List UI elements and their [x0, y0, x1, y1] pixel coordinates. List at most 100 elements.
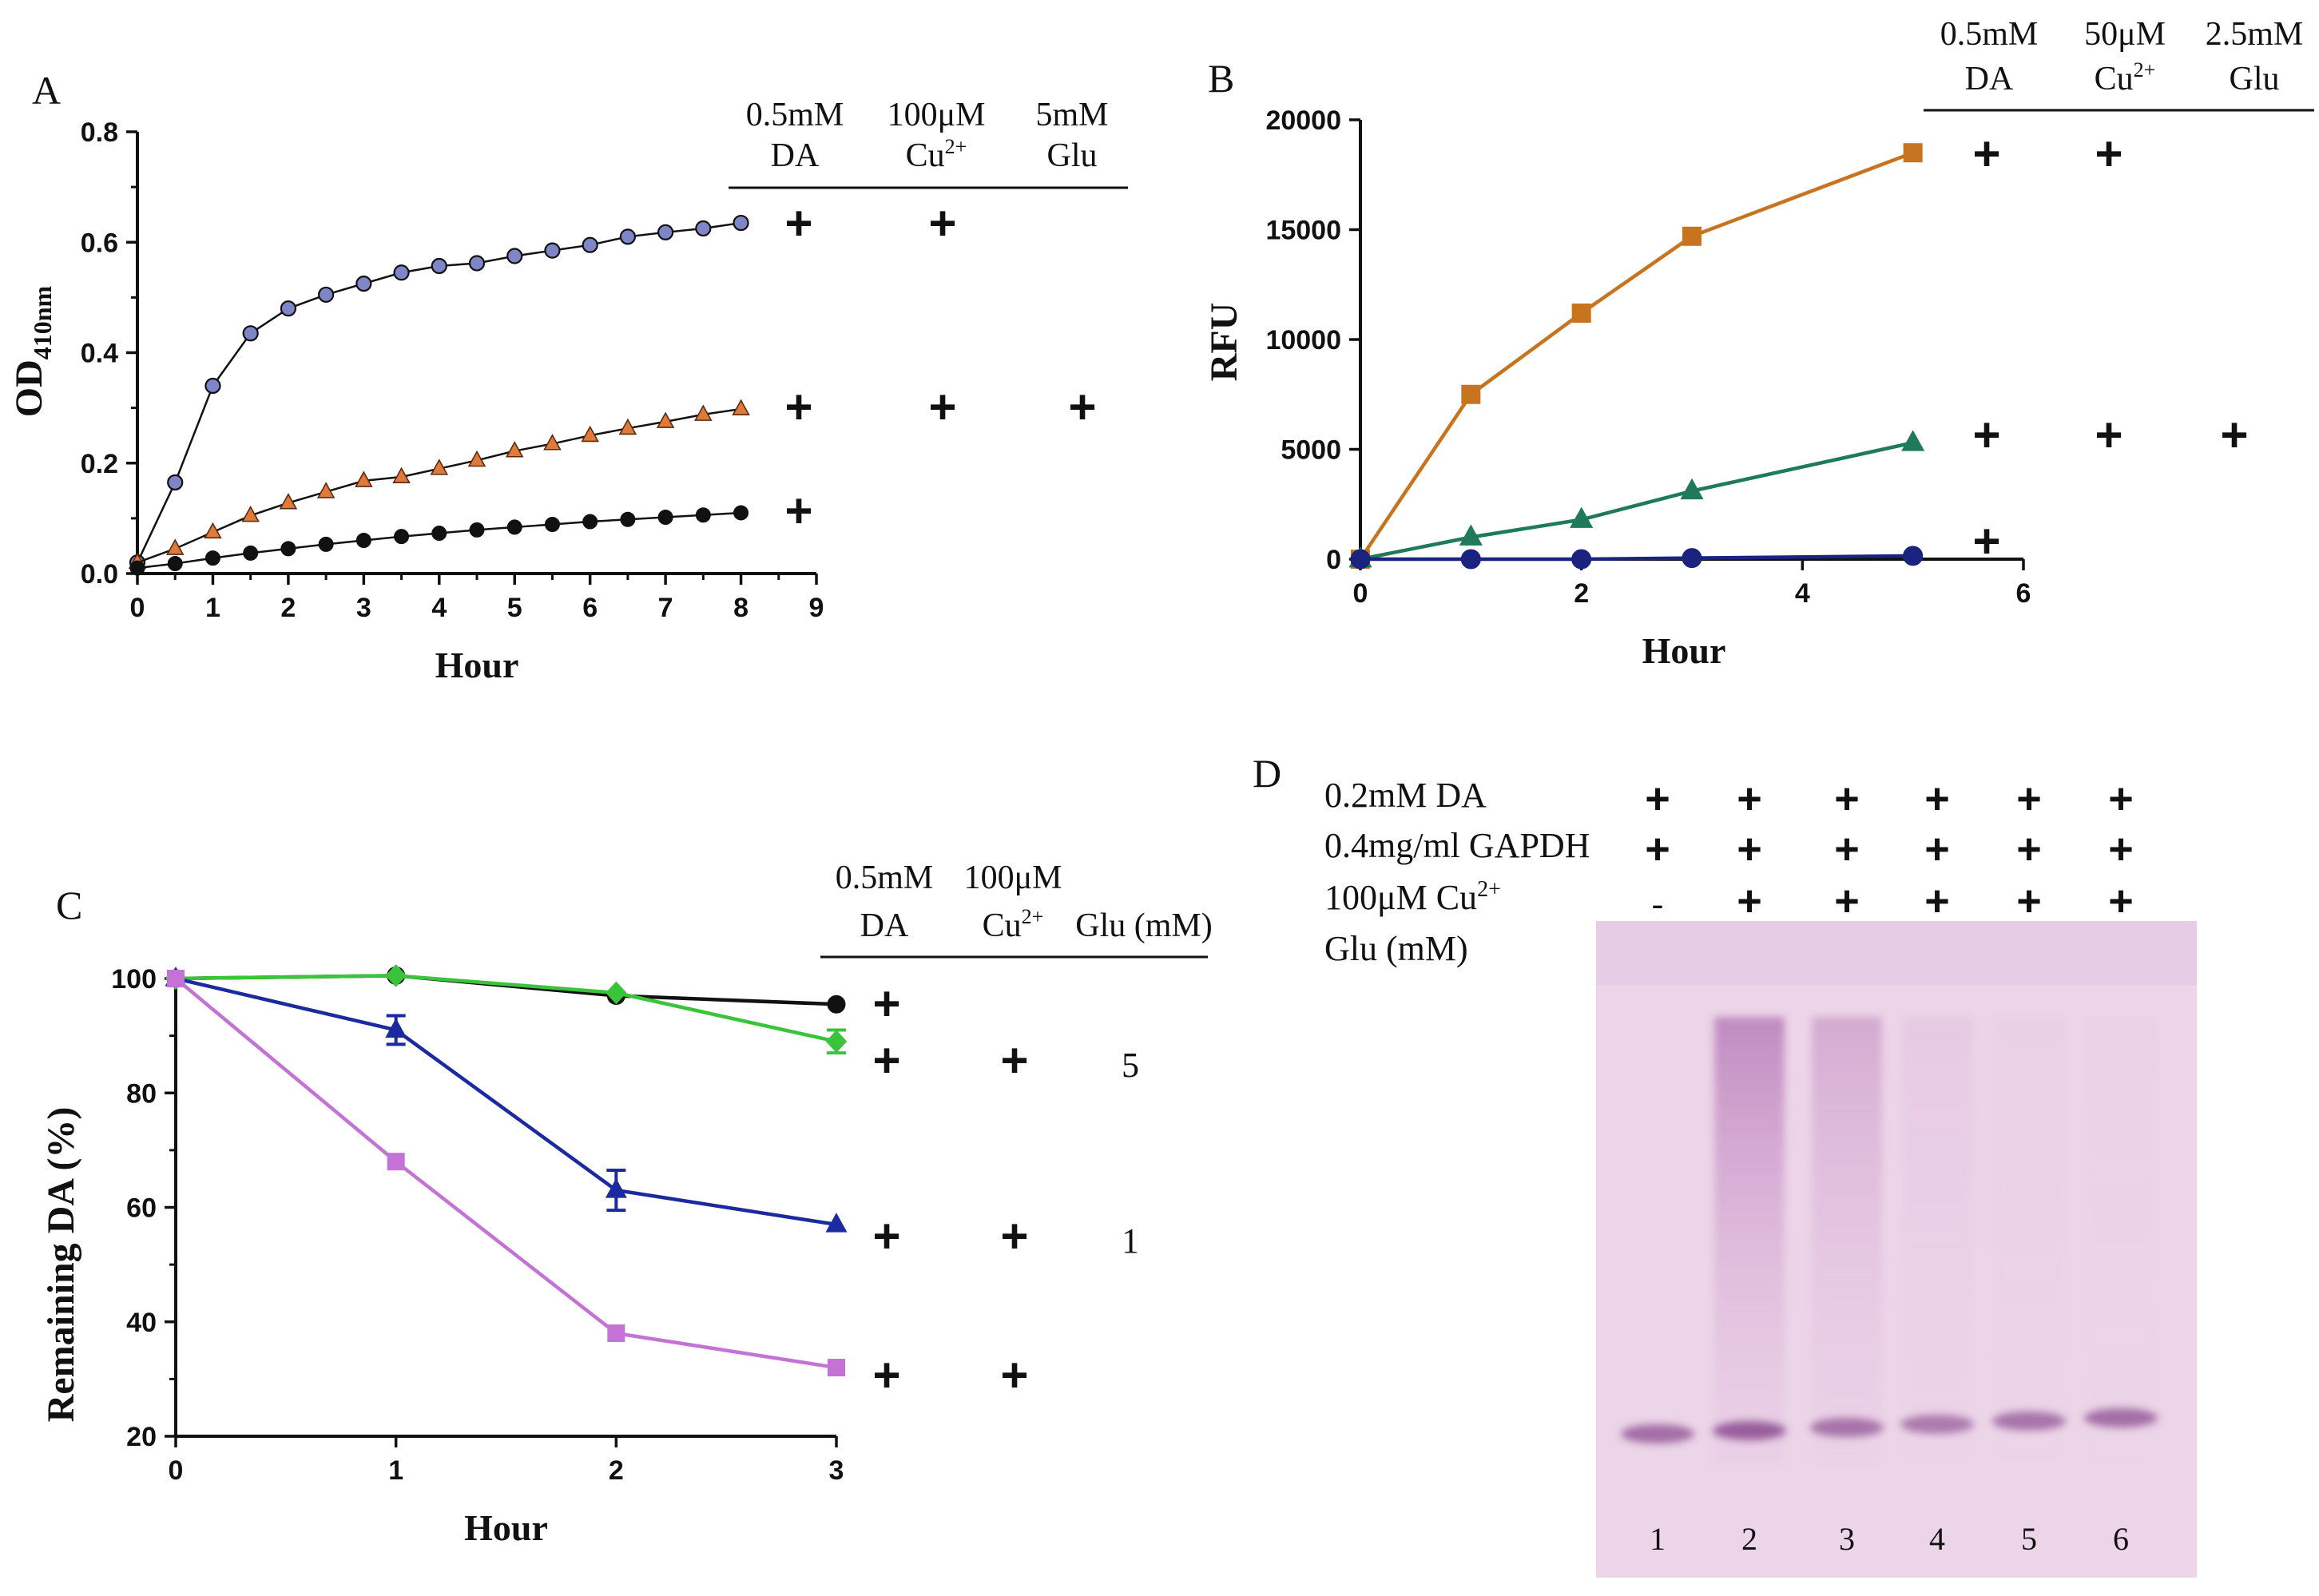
- condition-value: 5: [1122, 1046, 1139, 1085]
- x-tick-label: 4: [431, 593, 447, 623]
- x-tick-label: 7: [658, 593, 673, 623]
- gel-condition-value: -: [1652, 884, 1664, 923]
- x-axis-label: Hour: [464, 1507, 548, 1548]
- x-axis-label: Hour: [435, 645, 519, 685]
- data-point: [1682, 226, 1702, 246]
- x-tick-label: 8: [733, 593, 749, 623]
- series-line: [175, 976, 837, 1227]
- gel-lane-number: 4: [1929, 1521, 1945, 1557]
- condition-plus: +: [1068, 380, 1096, 434]
- gel-condition-plus: +: [2016, 775, 2042, 823]
- gel-condition-plus: +: [2108, 775, 2134, 823]
- y-tick-label: 0.2: [81, 449, 118, 479]
- gel-smear: [1714, 1017, 1785, 1464]
- data-point: [355, 470, 373, 487]
- gel-condition-plus: +: [1645, 775, 1670, 823]
- condition-header-line1: 5mM: [1035, 97, 1108, 133]
- gel-condition-plus: +: [1645, 825, 1670, 873]
- data-point: [544, 516, 560, 532]
- condition-plus: +: [872, 1209, 900, 1263]
- data-point: [430, 459, 449, 475]
- gel-lane-number: 3: [1839, 1521, 1855, 1557]
- series-2: [165, 964, 848, 1055]
- gel-row-label-sup: 2+: [1477, 877, 1501, 902]
- gel-smear: [1902, 1017, 1972, 1464]
- condition-plus: +: [1972, 127, 2000, 181]
- series-3: [1350, 546, 1924, 570]
- data-point: [1570, 506, 1594, 528]
- data-point: [204, 522, 222, 539]
- series-3: [129, 505, 749, 576]
- series-line: [1360, 441, 1914, 562]
- series-2: [128, 399, 750, 570]
- data-point: [695, 220, 712, 237]
- condition-plus: +: [928, 380, 956, 434]
- condition-plus: +: [2220, 408, 2248, 462]
- y-tick-label: 10000: [1265, 325, 1341, 355]
- data-point: [618, 418, 637, 435]
- panel-b: B 0 2 4 6 0 5000 10000 15000 20000 Hour RFU 0.5mM DA 5…: [1203, 16, 2314, 671]
- gel-row-label: 0.2mM DA: [1324, 776, 1487, 815]
- gel-lane-number: 5: [2021, 1521, 2037, 1557]
- data-point: [280, 300, 296, 317]
- gel-band: [1810, 1418, 1884, 1437]
- gel-condition-plus: +: [2016, 877, 2042, 925]
- gel-condition-plus: +: [1737, 825, 1762, 873]
- condition-header-line2: DA: [860, 907, 909, 944]
- x-tick-label: 1: [205, 593, 220, 623]
- condition-header-line1: 100μM: [887, 97, 986, 133]
- x-tick-label: 6: [2016, 578, 2031, 609]
- data-point: [129, 560, 145, 576]
- panel-c: C 0 1 2 3 20 40 60 80 100 Hour Remaining DA (%) 0.5m…: [40, 860, 1213, 1548]
- y-tick-label: 15000: [1265, 216, 1341, 246]
- data-point: [620, 511, 636, 527]
- data-point: [387, 1153, 405, 1171]
- x-tick-label: 3: [356, 593, 371, 623]
- data-point: [280, 541, 296, 557]
- data-point: [431, 257, 447, 275]
- gel-condition-plus: +: [1924, 825, 1950, 873]
- x-tick-label: 2: [1574, 578, 1589, 609]
- gel-smear: [2086, 1017, 2156, 1464]
- x-tick-label: 3: [829, 1455, 844, 1486]
- x-tick-label: 2: [280, 593, 296, 623]
- data-point: [468, 255, 486, 272]
- data-point: [1903, 143, 1923, 163]
- data-point: [1903, 546, 1924, 566]
- data-point: [606, 981, 627, 1005]
- data-point: [242, 325, 259, 342]
- y-axis-label: OD410nm: [8, 285, 57, 417]
- data-point: [1460, 549, 1481, 570]
- y-tick-label: 60: [126, 1193, 157, 1224]
- condition-header-line1: 0.5mM: [836, 860, 934, 896]
- data-point: [825, 1213, 848, 1233]
- panel-letter: D: [1253, 751, 1281, 796]
- data-point: [318, 536, 334, 552]
- panel-letter: C: [56, 883, 82, 927]
- condition-plus: +: [872, 977, 900, 1030]
- gel-lane-number: 2: [1741, 1521, 1757, 1557]
- condition-header-line1: 100μM: [964, 860, 1062, 896]
- data-point: [732, 399, 750, 416]
- data-point: [279, 493, 298, 510]
- data-point: [1682, 548, 1702, 569]
- gel-well-region: [1596, 921, 2197, 985]
- x-tick-label: 9: [809, 593, 824, 623]
- condition-plus: +: [784, 197, 812, 250]
- series-line: [175, 974, 837, 1043]
- data-point: [733, 214, 749, 232]
- y-tick-label: 100: [111, 964, 157, 995]
- condition-plus: +: [1000, 1348, 1028, 1402]
- data-point: [393, 264, 410, 281]
- x-axis-label: Hour: [1642, 630, 1726, 671]
- x-tick-label: 1: [388, 1455, 403, 1486]
- x-tick-label: 4: [1795, 578, 1810, 609]
- x-tick-label: 0: [1353, 578, 1368, 609]
- data-point: [392, 466, 411, 484]
- gel-condition-plus: +: [1834, 877, 1860, 925]
- condition-plus: +: [2095, 127, 2122, 181]
- data-point: [581, 425, 599, 443]
- gel-condition-plus: +: [1834, 825, 1860, 873]
